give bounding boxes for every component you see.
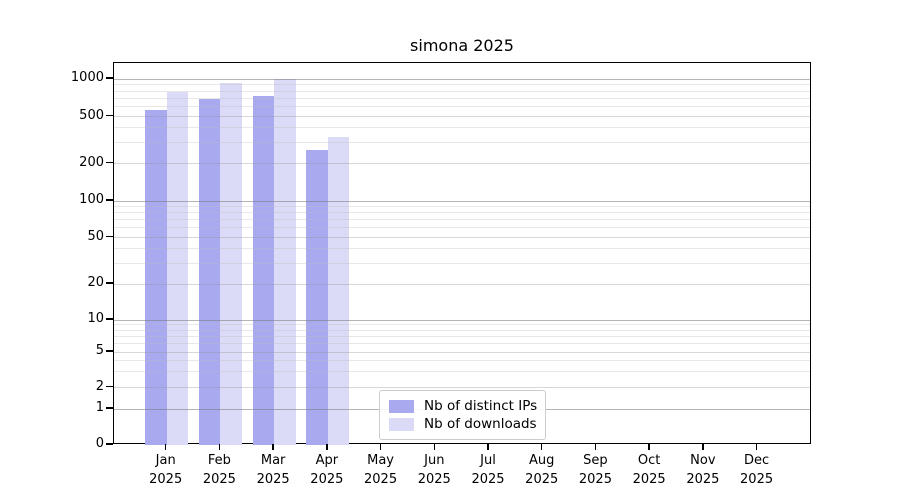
y-tick-label-0: 0 <box>95 436 104 451</box>
x-tick-mark-sep <box>594 444 597 450</box>
x-tick-mark-oct <box>648 444 650 450</box>
bar-nb-of-distinct-ips-apr <box>306 150 328 445</box>
y-tick-mark-50 <box>106 235 113 238</box>
x-tick-label-nov: Nov 2025 <box>686 453 720 487</box>
x-tick-label-mar: Mar 2025 <box>256 453 290 487</box>
y-tick-label-20: 20 <box>87 275 104 290</box>
gridline-minor-90 <box>114 206 810 208</box>
gridline-major-100 <box>114 200 810 202</box>
gridline-minor-70 <box>114 219 810 221</box>
chart-title: simona 2025 <box>410 36 514 55</box>
y-tick-label-200: 200 <box>79 154 104 170</box>
x-tick-label-jun: Jun 2025 <box>417 453 451 487</box>
bar-nb-of-distinct-ips-feb <box>198 99 221 445</box>
gridline-minor-900 <box>114 84 810 86</box>
gridline-minor-4 <box>114 360 810 362</box>
gridline-20 <box>114 283 810 285</box>
y-tick-mark-500 <box>106 114 113 117</box>
bar-nb-of-distinct-ips-mar <box>252 96 275 445</box>
x-tick-mark-jun <box>433 444 435 450</box>
x-tick-label-jan: Jan 2025 <box>149 453 183 487</box>
legend-item-nb-of-downloads: Nb of downloads <box>389 416 537 432</box>
x-tick-label-jul: Jul 2025 <box>471 453 505 487</box>
gridline-major-10 <box>114 319 810 321</box>
x-tick-label-feb: Feb 2025 <box>202 453 236 487</box>
y-tick-mark-5 <box>106 350 113 352</box>
plot-area: Nb of distinct IPs Nb of downloads <box>113 62 811 445</box>
y-tick-mark-20 <box>106 282 113 284</box>
y-tick-mark-0 <box>106 443 113 445</box>
x-tick-mark-feb <box>218 444 221 450</box>
bar-nb-of-downloads-jan <box>166 91 189 445</box>
y-tick-mark-200 <box>106 161 113 164</box>
legend: Nb of distinct IPs Nb of downloads <box>379 390 546 440</box>
y-tick-mark-1000 <box>106 77 113 79</box>
y-tick-mark-10 <box>106 318 113 320</box>
x-tick-label-dec: Dec 2025 <box>740 453 774 487</box>
gridline-minor-30 <box>114 262 810 264</box>
y-tick-label-2: 2 <box>95 378 104 394</box>
y-tick-label-5: 5 <box>95 343 104 358</box>
gridline-minor-8 <box>114 329 810 331</box>
gridline-minor-9 <box>114 324 810 326</box>
legend-item-nb-of-distinct-ips: Nb of distinct IPs <box>389 398 538 414</box>
y-tick-mark-2 <box>106 385 113 388</box>
gridline-50 <box>114 237 810 238</box>
x-tick-label-may: May 2025 <box>364 453 398 487</box>
x-tick-mark-jul <box>487 444 489 450</box>
gridline-minor-60 <box>114 227 810 229</box>
gridline-minor-7 <box>114 335 810 337</box>
y-tick-label-1: 1 <box>95 400 104 415</box>
x-tick-label-aug: Aug 2025 <box>525 453 559 487</box>
bar-nb-of-distinct-ips-jan <box>145 110 167 445</box>
x-tick-label-oct: Oct 2025 <box>632 453 666 487</box>
gridline-minor-700 <box>114 97 810 99</box>
bar-nb-of-downloads-mar <box>274 79 296 445</box>
x-tick-mark-aug <box>541 444 543 450</box>
bar-nb-of-downloads-feb <box>220 82 242 445</box>
x-tick-mark-mar <box>272 444 274 450</box>
gridline-minor-80 <box>114 212 810 214</box>
x-tick-mark-may <box>379 444 382 450</box>
y-tick-label-10: 10 <box>87 311 104 326</box>
legend-swatch <box>389 399 414 413</box>
y-tick-label-100: 100 <box>79 192 104 207</box>
gridline-minor-6 <box>114 343 810 345</box>
y-tick-label-500: 500 <box>79 107 104 123</box>
y-tick-label-50: 50 <box>87 228 104 244</box>
gridline-minor-3 <box>114 371 810 373</box>
gridline-minor-400 <box>114 127 810 129</box>
x-tick-label-apr: Apr 2025 <box>310 453 344 487</box>
legend-label: Nb of distinct IPs <box>424 398 538 414</box>
x-tick-mark-jan <box>165 444 167 450</box>
y-tick-label-1000: 1000 <box>70 70 104 85</box>
x-tick-label-sep: Sep 2025 <box>578 453 612 487</box>
gridline-2 <box>114 387 810 388</box>
gridline-major-1000 <box>114 78 810 80</box>
x-tick-mark-nov <box>702 444 704 450</box>
x-tick-mark-dec <box>755 444 758 450</box>
bar-nb-of-downloads-apr <box>327 137 350 445</box>
gridline-5 <box>114 351 810 353</box>
legend-label: Nb of downloads <box>424 416 537 432</box>
y-tick-mark-1 <box>106 407 113 409</box>
gridline-minor-40 <box>114 248 810 250</box>
x-tick-mark-apr <box>326 444 328 450</box>
gridline-minor-600 <box>114 106 810 108</box>
gridline-500 <box>114 116 810 117</box>
legend-swatch <box>389 417 414 431</box>
gridline-minor-800 <box>114 90 810 92</box>
gridline-200 <box>114 163 810 164</box>
gridline-minor-300 <box>114 142 810 144</box>
y-tick-mark-100 <box>106 199 113 201</box>
